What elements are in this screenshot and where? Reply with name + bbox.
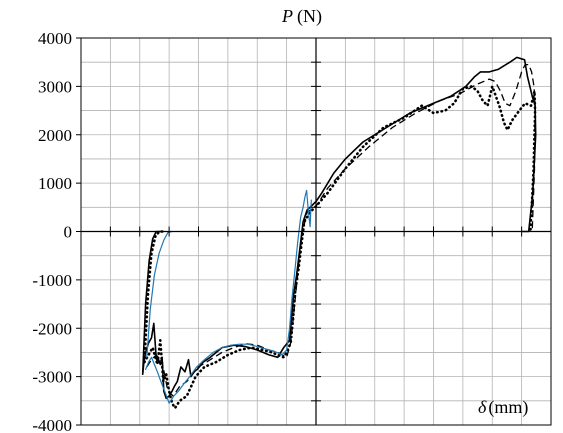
- series-line-6: [145, 189, 312, 404]
- series-line-1: [141, 56, 537, 400]
- axes: [76, 37, 552, 426]
- series-line-4: [143, 230, 165, 364]
- y-tick-label: 2000: [38, 126, 72, 145]
- y-axis-unit: (N): [297, 6, 322, 27]
- y-tick-label: -2000: [32, 319, 72, 338]
- series-layer: [141, 56, 537, 410]
- y-tick-label: 1000: [38, 174, 72, 193]
- y-tick-labels: 4000 3000 2000 1000 0 -1000 -2000 -3000 -4000: [32, 29, 72, 433]
- series-line-7: [146, 230, 173, 358]
- y-axis-symbol: P: [281, 6, 293, 26]
- series-line-3: [143, 85, 537, 410]
- y-tick-label: 3000: [38, 77, 72, 96]
- x-axis-title: δ (mm): [478, 397, 528, 418]
- y-tick-label: -1000: [32, 271, 72, 290]
- series-line-5: [146, 63, 536, 397]
- y-axis-title: P (N): [281, 6, 322, 27]
- y-tick-label: -4000: [32, 416, 72, 433]
- y-tick-label: 4000: [38, 29, 72, 48]
- y-tick-label: -3000: [32, 368, 72, 387]
- x-axis-unit: (mm): [488, 397, 528, 418]
- x-axis-symbol: δ: [478, 397, 487, 417]
- y-tick-label: 0: [64, 223, 73, 242]
